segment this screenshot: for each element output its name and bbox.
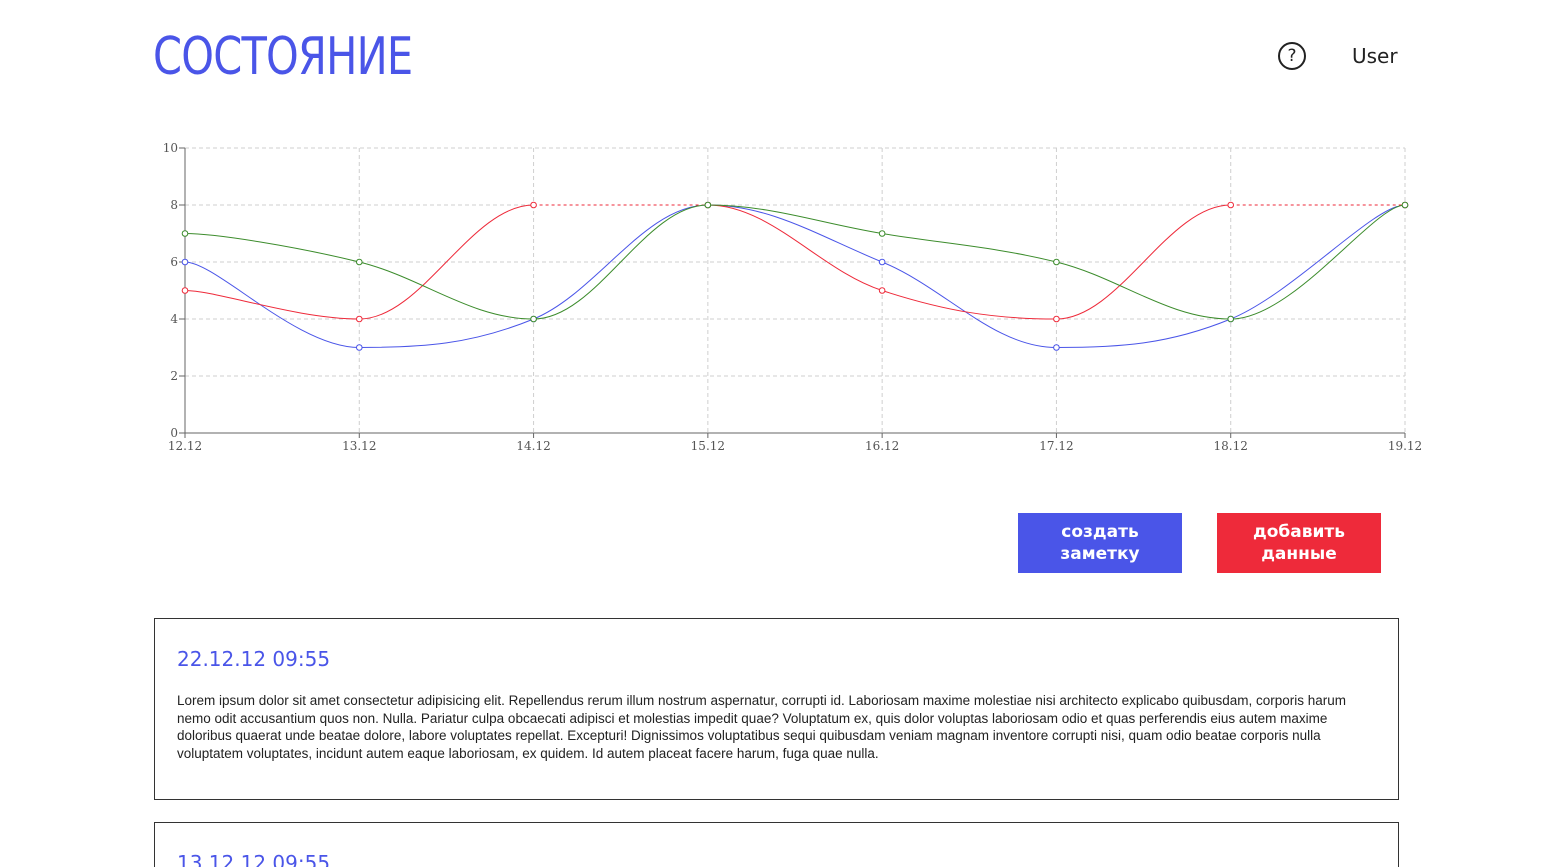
note-date: 22.12.12 09:55	[177, 647, 331, 671]
state-chart: 0 2 4 6 8 10 12.12 13.12 14.12 15.12 16.12 17.12 18.…	[140, 135, 1430, 465]
y-tick-label: 6	[170, 255, 178, 269]
x-tick-label: 18.12	[1214, 439, 1248, 453]
note-card: 22.12.12 09:55 Lorem ipsum dolor sit ame…	[154, 618, 1399, 800]
page-title: СОСТОЯНИЕ	[153, 27, 413, 87]
x-tick-label: 17.12	[1039, 439, 1073, 453]
data-point	[878, 287, 886, 294]
series-line	[184, 204, 1406, 349]
data-point	[530, 201, 537, 209]
data-point	[1227, 315, 1235, 323]
series-line	[184, 204, 1406, 320]
y-tick-label: 0	[170, 426, 178, 440]
data-point	[878, 230, 886, 237]
x-tick-label: 13.12	[342, 439, 376, 453]
user-menu[interactable]: User	[1352, 44, 1398, 68]
y-tick-label: 4	[170, 312, 178, 326]
data-point	[878, 258, 886, 266]
data-point	[1053, 315, 1060, 323]
data-point	[1053, 344, 1060, 351]
data-point	[181, 258, 189, 266]
question-circle-icon: ?	[1287, 45, 1297, 66]
line-chart: 0 2 4 6 8 10 12.12 13.12 14.12 15.12 16.12 17.12 18.…	[163, 141, 1422, 453]
y-tick-label: 2	[170, 369, 178, 383]
note-text: Lorem ipsum dolor sit amet consectetur a…	[177, 693, 1347, 762]
help-button[interactable]: ?	[1278, 42, 1306, 70]
x-tick-label: 16.12	[865, 439, 899, 453]
data-point	[355, 344, 363, 351]
data-point	[1401, 201, 1409, 209]
y-tick-label: 8	[170, 198, 178, 212]
data-point	[355, 258, 363, 266]
add-data-button[interactable]: добавить данные	[1217, 513, 1381, 573]
data-point	[181, 287, 189, 294]
series-line	[184, 204, 1405, 320]
note-card: 13.12.12 09:55	[154, 822, 1399, 867]
data-point	[355, 315, 363, 323]
data-point	[1227, 201, 1235, 209]
x-tick-label: 12.12	[168, 439, 202, 453]
x-tick-label: 14.12	[516, 439, 550, 453]
data-point	[181, 230, 189, 237]
create-note-button[interactable]: создать заметку	[1018, 513, 1182, 573]
data-point	[530, 315, 537, 323]
data-point	[1053, 258, 1060, 266]
x-tick-label: 19.12	[1388, 439, 1422, 453]
data-point	[704, 201, 712, 209]
x-tick-label: 15.12	[691, 439, 725, 453]
note-date: 13.12.12 09:55	[177, 851, 331, 867]
y-tick-label: 10	[163, 141, 178, 155]
